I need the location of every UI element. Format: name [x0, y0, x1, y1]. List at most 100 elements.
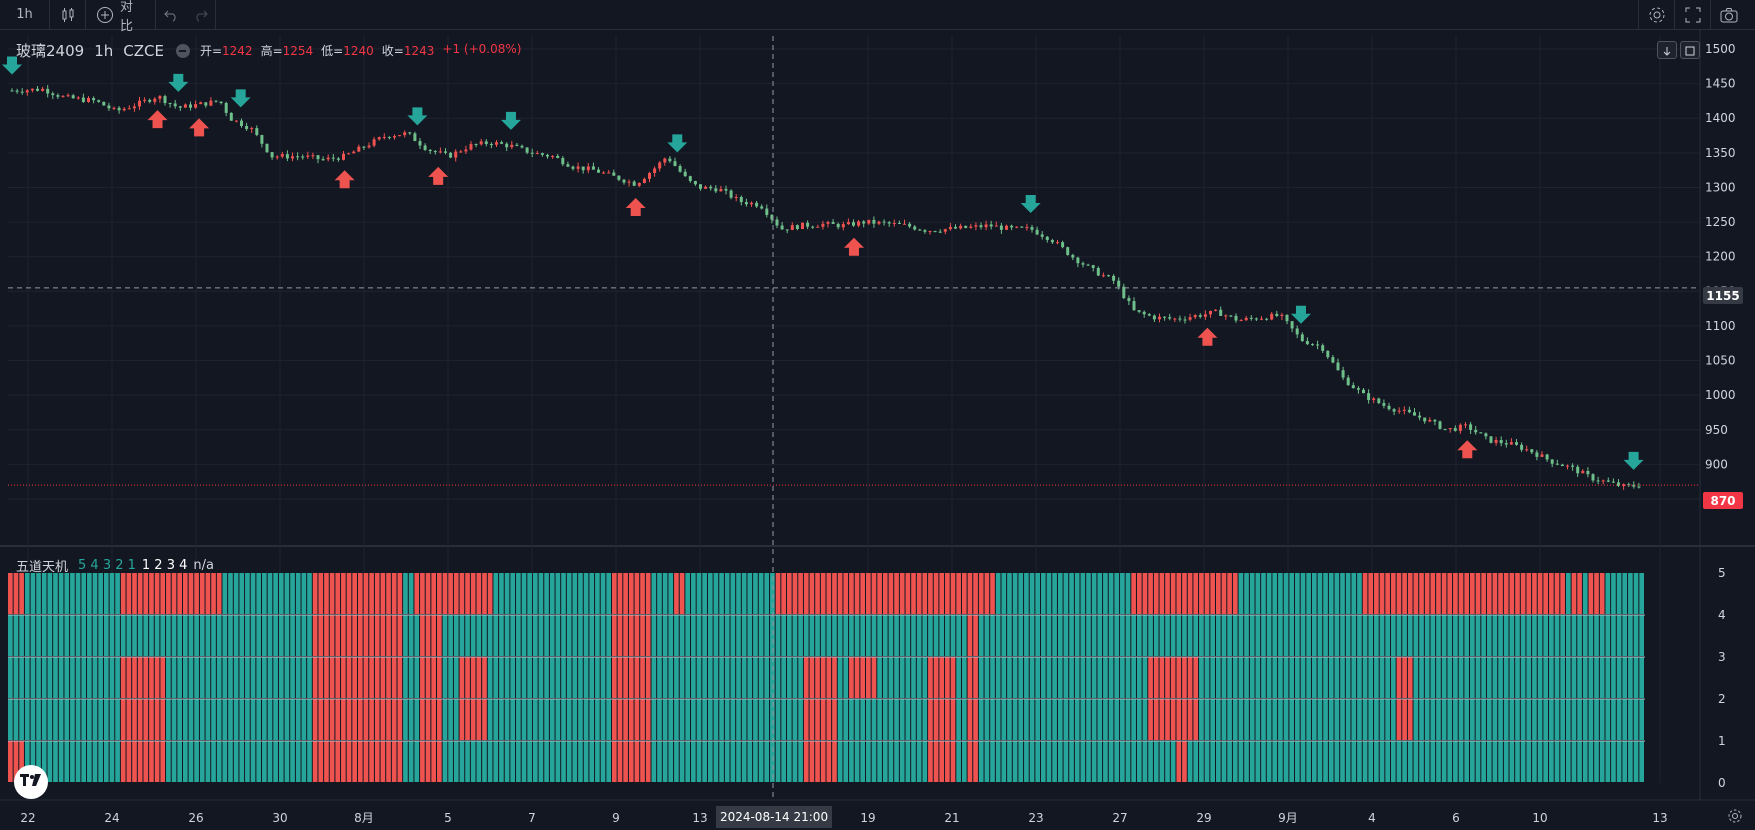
candle-body [265, 143, 269, 153]
indicator-bar [521, 657, 527, 698]
indicator-bar [1577, 615, 1582, 656]
indicator-bar [267, 573, 273, 614]
indicator-bar [47, 657, 53, 698]
indicator-bar [1283, 657, 1289, 698]
indicator-bar [1176, 615, 1182, 656]
candle-body [841, 224, 845, 228]
collapse-legend-icon[interactable] [175, 43, 190, 58]
candle-body [1158, 316, 1161, 320]
indicator-bar [1057, 657, 1063, 698]
candle-body [658, 162, 662, 169]
indicator-bar [696, 699, 702, 740]
indicator-bar [561, 573, 566, 614]
undo-button[interactable] [156, 0, 186, 30]
settings-button[interactable] [1638, 0, 1674, 30]
indicator-bar [1571, 741, 1577, 782]
indicator-bar [1238, 573, 1244, 614]
indicator-bar [1215, 699, 1221, 740]
compare-button[interactable]: 对比 [86, 0, 156, 34]
maximize-pane-button[interactable] [1680, 41, 1700, 59]
timeframe-button[interactable]: 1h [0, 0, 50, 30]
indicator-bar [1142, 573, 1148, 614]
indicator-bar [1560, 615, 1565, 656]
indicator-bar [1340, 741, 1345, 782]
candle-body [938, 231, 942, 233]
indicator-bar [482, 699, 487, 740]
indicator-bar [1407, 699, 1413, 740]
indicator-bar [1120, 657, 1125, 698]
indicator-bar [1436, 741, 1441, 782]
indicator-bar [798, 573, 803, 614]
indicator-bar [628, 741, 634, 782]
indicator-bar [1413, 741, 1419, 782]
indicator-bar [1385, 699, 1390, 740]
indicator-bar [1594, 741, 1599, 782]
indicator-bar [871, 573, 877, 614]
indicator-bar [815, 573, 820, 614]
indicator-bar [995, 573, 1001, 614]
indicator-bar [1441, 573, 1447, 614]
indicator-bar [933, 657, 939, 698]
indicator-bar [1103, 657, 1108, 698]
indicator-bar [403, 741, 408, 782]
candle-body [1244, 317, 1248, 321]
candle-body [1045, 236, 1049, 241]
redo-button[interactable] [186, 0, 216, 30]
indicator-bar [177, 741, 182, 782]
indicator-bar [70, 657, 75, 698]
indicator-bar [482, 615, 487, 656]
indicator-bar [1311, 573, 1317, 614]
candle-body [357, 146, 361, 152]
indicator-bar [1413, 573, 1419, 614]
indicator-bar [290, 699, 295, 740]
symbol-name[interactable]: 玻璃2409 [16, 42, 85, 60]
indicator-bar [871, 657, 877, 698]
indicator-bar [194, 699, 199, 740]
indicator-bar [126, 615, 132, 656]
indicator-bar [1549, 699, 1554, 740]
indicator-bar [386, 573, 391, 614]
indicator-bar [1413, 615, 1419, 656]
indicator-bar [1035, 741, 1041, 782]
indicator-bar [1390, 657, 1396, 698]
indicator-bar [657, 741, 662, 782]
candle-body [1392, 409, 1396, 412]
fullscreen-button[interactable] [1674, 0, 1710, 30]
indicator-bar [1340, 615, 1345, 656]
indicator-name[interactable]: 五道天机 [16, 560, 69, 575]
indicator-bar [132, 615, 137, 656]
axis-settings-button[interactable] [1727, 808, 1743, 828]
indicator-bar [177, 573, 182, 614]
indicator-bar [137, 573, 143, 614]
indicator-bar [1639, 573, 1644, 614]
snapshot-button[interactable] [1710, 0, 1746, 30]
indicator-bar [1001, 699, 1007, 740]
indicator-bar [1317, 741, 1323, 782]
indicator-bar [1599, 699, 1605, 740]
indicator-bar [380, 615, 386, 656]
indicator-bar [301, 657, 307, 698]
indicator-bar [1362, 741, 1368, 782]
candle-body [1316, 344, 1320, 346]
indicator-bar [973, 699, 978, 740]
signal-down-arrow [667, 134, 688, 153]
indicator-bar [651, 657, 657, 698]
indicator-bar [978, 657, 984, 698]
indicator-bar [1091, 657, 1097, 698]
indicator-bar [1407, 741, 1413, 782]
indicator-bar [166, 657, 171, 698]
candle-body [336, 158, 340, 160]
indicator-bar [205, 657, 211, 698]
tradingview-logo[interactable] [14, 765, 48, 799]
indicator-bar [448, 699, 453, 740]
indicator-bar [905, 741, 911, 782]
indicator-bar [87, 573, 92, 614]
indicator-bar [1390, 615, 1396, 656]
time-tick-label: 21 [944, 811, 959, 825]
indicator-bar [357, 699, 363, 740]
candle-style-button[interactable] [50, 0, 86, 30]
indicator-bar [8, 615, 13, 656]
scroll-down-button[interactable] [1657, 41, 1677, 59]
indicator-bar [922, 657, 928, 698]
